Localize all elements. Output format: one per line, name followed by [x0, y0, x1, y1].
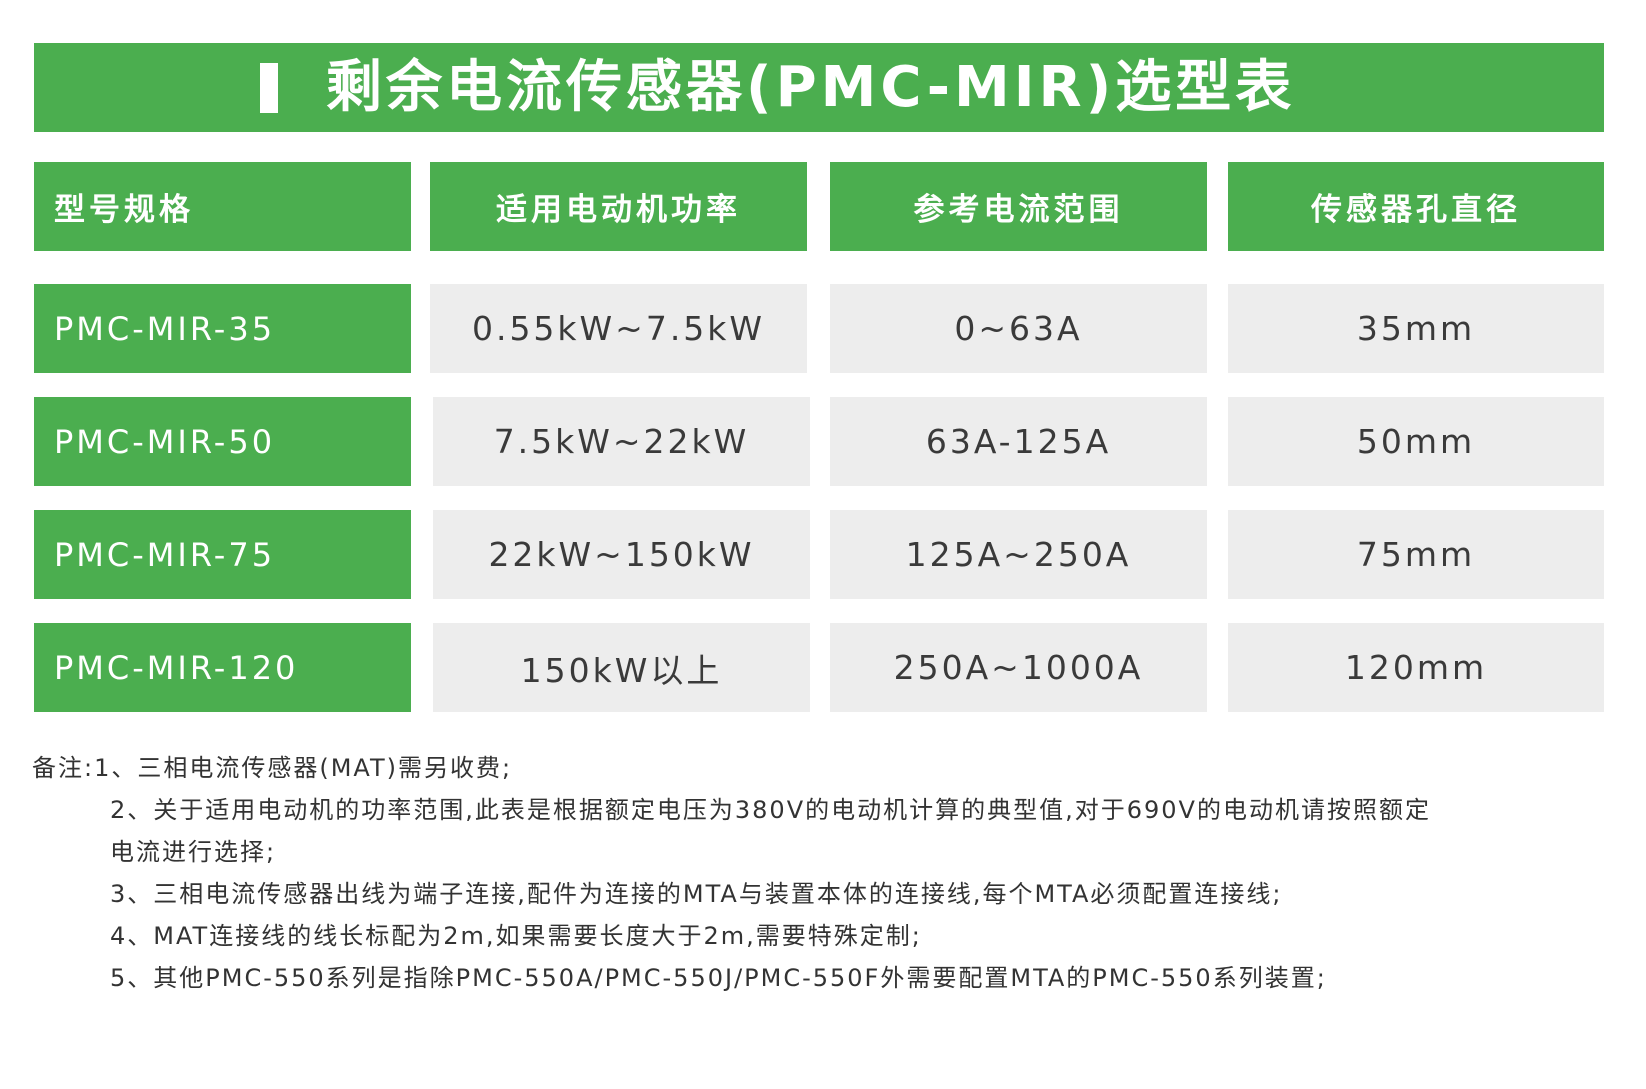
row-1-hole: 35mm [1228, 284, 1604, 373]
row-2-model: PMC-MIR-50 [34, 397, 411, 486]
header-power: 适用电动机功率 [430, 162, 807, 251]
row-2-current: 63A-125A [830, 397, 1207, 486]
row-4-hole: 120mm [1228, 623, 1604, 712]
note-line-3: 3、三相电流传感器出线为端子连接,配件为连接的MTA与装置本体的连接线,每个MT… [110, 880, 1283, 908]
page-title: 剩余电流传感器(PMC-MIR)选型表 [326, 54, 1296, 120]
row-2-hole: 50mm [1228, 397, 1604, 486]
title-banner: 剩余电流传感器(PMC-MIR)选型表 [34, 43, 1604, 132]
row-3-power: 22kW~150kW [433, 510, 810, 599]
row-3-model: PMC-MIR-75 [34, 510, 411, 599]
header-current: 参考电流范围 [830, 162, 1207, 251]
row-4-power: 150kW以上 [433, 623, 810, 712]
row-4-current: 250A~1000A [830, 623, 1207, 712]
row-2-power: 7.5kW~22kW [433, 397, 810, 486]
note-line-5: 5、其他PMC-550系列是指除PMC-550A/PMC-550J/PMC-55… [110, 964, 1327, 992]
row-3-hole: 75mm [1228, 510, 1604, 599]
title-bar-marker [260, 62, 278, 113]
row-1-model: PMC-MIR-35 [34, 284, 411, 373]
row-1-current: 0~63A [830, 284, 1207, 373]
row-4-model: PMC-MIR-120 [34, 623, 411, 712]
note-line-2-cont: 电流进行选择; [110, 838, 277, 866]
note-line-1: 备注:1、三相电流传感器(MAT)需另收费; [32, 754, 513, 782]
row-3-current: 125A~250A [830, 510, 1207, 599]
header-hole: 传感器孔直径 [1228, 162, 1604, 251]
header-model: 型号规格 [34, 162, 411, 251]
note-line-4: 4、MAT连接线的线长标配为2m,如果需要长度大于2m,需要特殊定制; [110, 922, 922, 950]
note-line-2: 2、关于适用电动机的功率范围,此表是根据额定电压为380V的电动机计算的典型值,… [110, 796, 1431, 824]
row-1-power: 0.55kW~7.5kW [430, 284, 807, 373]
